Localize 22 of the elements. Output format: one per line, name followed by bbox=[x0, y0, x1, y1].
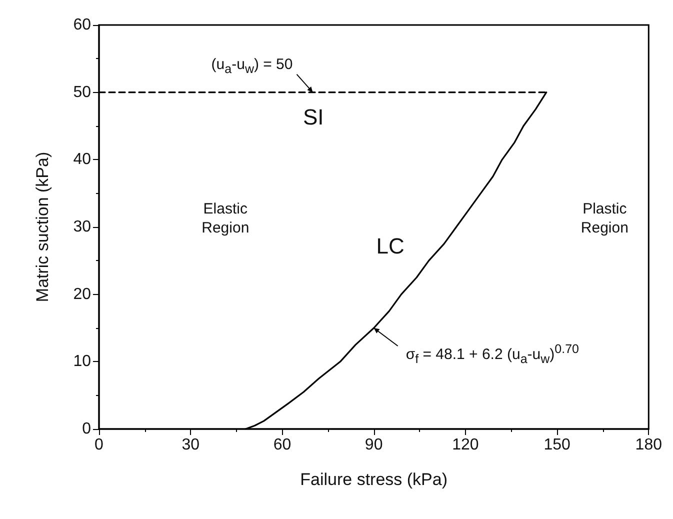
y-tick-label: 50 bbox=[73, 84, 92, 101]
x-tick-label: 120 bbox=[452, 436, 479, 454]
x-tick-label: 0 bbox=[94, 436, 104, 454]
x-tick-label: 60 bbox=[273, 436, 292, 454]
y-tick-label: 40 bbox=[73, 151, 92, 168]
x-axis-title: Failure stress (kPa) bbox=[300, 470, 448, 489]
x-tick-label: 90 bbox=[364, 436, 383, 454]
x-tick-label: 150 bbox=[544, 436, 570, 454]
y-tick-label: 20 bbox=[73, 286, 92, 303]
y-tick-label: 0 bbox=[82, 420, 92, 438]
annotation: (u$_{a}$-u$_{w}$) = 50 bbox=[211, 55, 293, 78]
annotation: σ$_{f}$ = 48.1 + 6.2 (u$_{a}$-u$_{w}$)$^{0.70}$ bbox=[406, 340, 579, 368]
y-tick-label: 60 bbox=[73, 16, 92, 34]
annotation: Plastic Region bbox=[580, 199, 628, 238]
x-tick-label: 30 bbox=[182, 436, 200, 454]
annotation: LC bbox=[376, 232, 404, 261]
y-tick-label: 10 bbox=[73, 353, 92, 370]
x-tick-label: 180 bbox=[635, 436, 662, 454]
annotation: SI bbox=[302, 104, 324, 132]
annotation: Elastic Region bbox=[202, 199, 250, 238]
y-axis-title: Matric suction (kPa) bbox=[33, 152, 52, 302]
y-tick-label: 30 bbox=[73, 218, 92, 236]
